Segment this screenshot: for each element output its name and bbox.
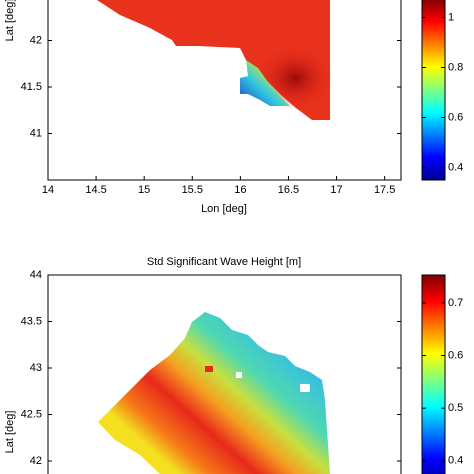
y-tick-label: 41 (30, 127, 42, 139)
colorbar-tick-label: 0.6 (448, 349, 463, 361)
x-tick-label: 14.5 (85, 184, 106, 196)
y-tick-label: 41.5 (21, 81, 42, 93)
colorbar-tick-label: 0.7 (448, 297, 463, 309)
x-tick-label: 17.5 (374, 184, 395, 196)
axes-frame (47, 274, 402, 474)
colorbar (421, 274, 446, 474)
y-tick-label: 42 (30, 34, 42, 46)
y-tick-label: 42.5 (21, 408, 42, 420)
field-top (97, 0, 333, 120)
colorbar (421, 0, 446, 181)
field-bottom (98, 312, 330, 474)
colorbar-tick-label: 0.4 (448, 455, 463, 467)
x-tick-label: 15.5 (182, 184, 203, 196)
y-tick-label: 44 (30, 269, 42, 281)
colorbar-tick-label: 0.4 (448, 161, 463, 173)
y-tick-label: 43 (30, 362, 42, 374)
x-axis-label: Lon [deg] (201, 203, 247, 215)
colorbar-tick-label: 0.8 (448, 61, 463, 73)
y-axis-label: Lat [deg] (4, 0, 16, 41)
colorbar-tick-label: 0.6 (448, 111, 463, 123)
y-tick-label: 42 (30, 455, 42, 467)
x-tick-label: 16.5 (278, 184, 299, 196)
x-tick-label: 14 (42, 184, 54, 196)
chart-title: Std Significant Wave Height [m] (147, 256, 301, 268)
x-tick-label: 15 (138, 184, 150, 196)
y-axis-label: Lat [deg] (4, 411, 16, 454)
x-tick-label: 17 (330, 184, 342, 196)
colorbar-tick-label: 0.5 (448, 402, 463, 414)
x-tick-label: 16 (234, 184, 246, 196)
colorbar-tick-label: 1 (448, 11, 454, 23)
axes-frame (47, 0, 402, 181)
y-tick-label: 43.5 (21, 315, 42, 327)
